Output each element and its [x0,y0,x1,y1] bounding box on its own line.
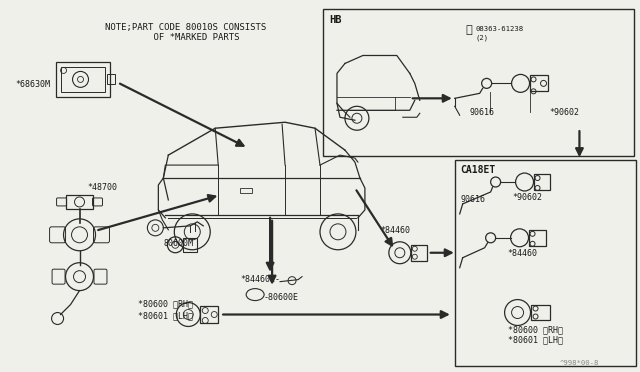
Text: *48700: *48700 [88,183,118,192]
Bar [56,62,111,97]
Bar [531,305,550,321]
Bar [454,160,636,366]
Text: *90602: *90602 [550,108,579,117]
Text: -80600E: -80600E [263,292,298,302]
Text: *84460: *84460 [508,249,538,258]
Text: 08363-61238: 08363-61238 [476,26,524,32]
Text: *84460E-: *84460E- [240,275,280,283]
Text: 90616: 90616 [470,108,495,117]
Text: *80600 〈RH〉: *80600 〈RH〉 [508,326,563,334]
Text: NOTE;PART CODE 80010S CONSISTS
    OF *MARKED PARTS: NOTE;PART CODE 80010S CONSISTS OF *MARKE… [105,23,266,42]
Bar [108,74,115,84]
Text: 80600M: 80600M [163,239,193,248]
Bar [183,238,197,252]
Bar [61,67,106,92]
Bar [65,195,93,209]
Text: Ⓢ: Ⓢ [465,25,472,35]
Bar [529,76,547,92]
Text: *80601 〈LH〉: *80601 〈LH〉 [508,336,563,344]
Text: *68630M: *68630M [15,80,51,89]
Text: (2): (2) [476,35,489,41]
Bar [529,230,545,246]
Text: *84460: *84460 [380,226,410,235]
Bar [323,9,634,156]
Text: *80600 〈RH〉: *80600 〈RH〉 [138,299,193,308]
Text: 90616: 90616 [461,195,486,204]
Text: *90602: *90602 [513,193,543,202]
Bar [200,305,218,324]
Text: ^998*00-8: ^998*00-8 [560,360,600,366]
Bar [240,188,252,193]
Text: HB: HB [329,15,342,25]
Bar [411,245,427,261]
Text: *80601 〈LH〉: *80601 〈LH〉 [138,311,193,321]
Text: CA18ET: CA18ET [461,165,496,175]
Bar [534,174,550,190]
